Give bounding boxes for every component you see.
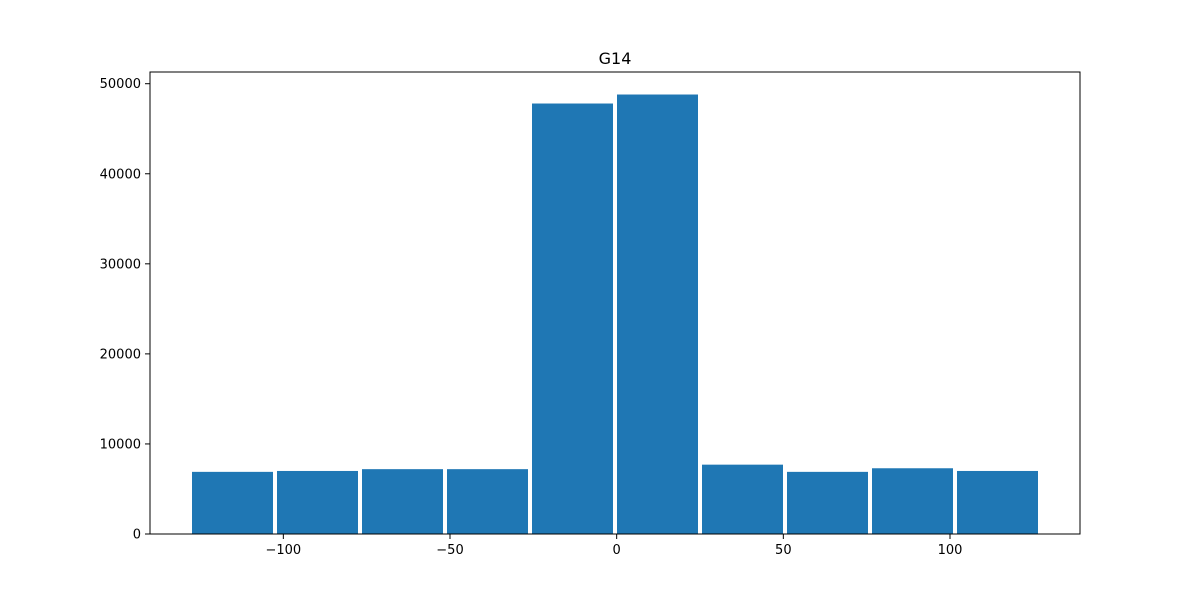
histogram-bar: [447, 469, 528, 534]
y-tick-label: 0: [133, 528, 141, 543]
x-tick-label: 100: [938, 543, 963, 558]
y-tick-label: 20000: [100, 347, 141, 362]
y-tick-label: 50000: [100, 77, 141, 92]
histogram-bar: [787, 471, 868, 534]
y-tick-label: 10000: [100, 437, 141, 452]
histogram-bar: [617, 94, 698, 534]
x-tick-label: −100: [265, 543, 301, 558]
y-tick-label: 40000: [100, 167, 141, 182]
x-tick-label: −50: [436, 543, 463, 558]
histogram-bar: [872, 468, 953, 534]
y-tick-label: 30000: [100, 257, 141, 272]
histogram-bar: [362, 469, 443, 534]
histogram-bar: [192, 471, 273, 534]
x-tick-label: 0: [613, 543, 621, 558]
bars-layer: [192, 94, 1038, 534]
histogram-bar: [532, 103, 613, 534]
plot-frame: [149, 71, 1081, 535]
x-axis: −100 −50 0 50 100: [265, 534, 962, 558]
y-axis: 0 10000 20000 30000 40000 50000: [100, 77, 150, 543]
x-tick-label: 50: [775, 543, 792, 558]
histogram-bar: [702, 464, 783, 534]
histogram-bar: [277, 470, 358, 534]
chart-title: G14: [599, 49, 632, 68]
histogram-bar: [957, 470, 1038, 534]
